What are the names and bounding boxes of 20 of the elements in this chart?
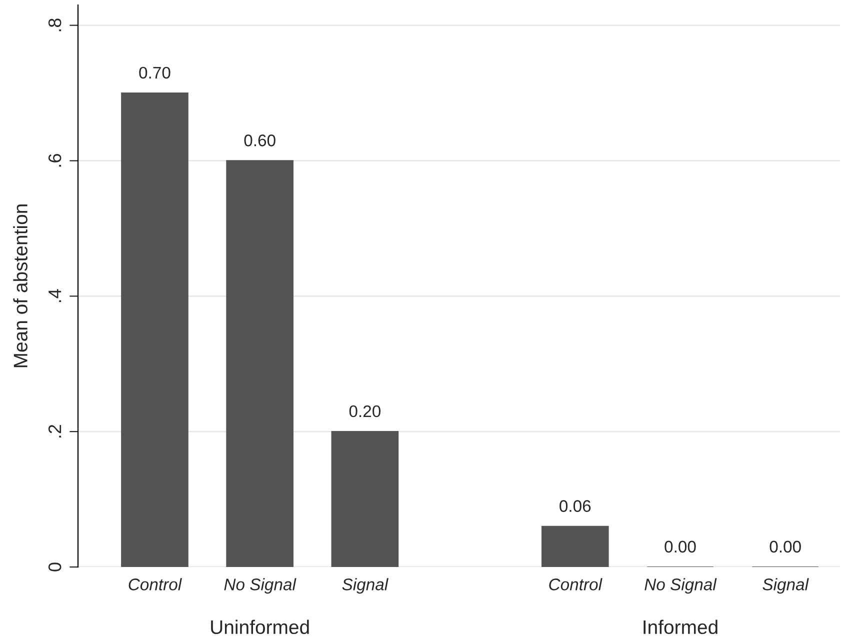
y-tick-label: .8 bbox=[48, 18, 62, 32]
x-tick-label: Control bbox=[549, 578, 602, 590]
data-label: 0.60 bbox=[244, 134, 276, 146]
data-label: 0.00 bbox=[770, 540, 801, 553]
y-tick-label: 0 bbox=[48, 562, 62, 572]
x-tick-label: Signal bbox=[342, 578, 388, 594]
data-label: 0.06 bbox=[560, 500, 591, 512]
data-label: 0.70 bbox=[139, 66, 170, 79]
y-tick-label: .2 bbox=[48, 424, 62, 438]
data-label: 0.20 bbox=[349, 405, 380, 418]
x-tick-label: Signal bbox=[762, 578, 809, 594]
y-axis-title: Mean of abstention bbox=[13, 204, 28, 368]
text: Informed bbox=[644, 620, 718, 634]
x-tick-label: Control bbox=[128, 578, 182, 590]
x-tick-label: No Signal bbox=[224, 578, 296, 594]
x-tick-label: No Signal bbox=[644, 578, 717, 594]
y-tick-label: .4 bbox=[48, 289, 62, 302]
data-label: 0.00 bbox=[664, 540, 696, 553]
text: Uninformed bbox=[211, 620, 309, 634]
y-tick-label: .6 bbox=[48, 154, 62, 167]
